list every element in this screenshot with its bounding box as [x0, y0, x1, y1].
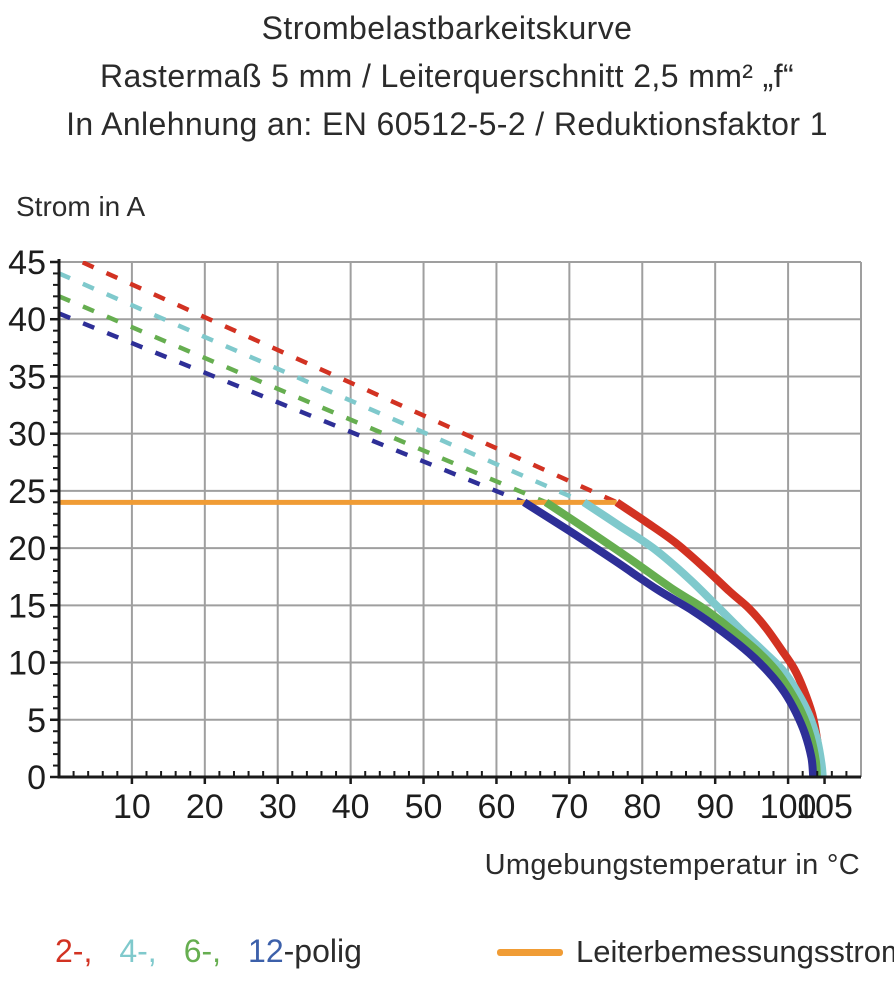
dashed-curve-12-polig — [59, 311, 526, 505]
legend-pole-item: 4-, — [119, 933, 157, 969]
x-tick-label: 70 — [550, 788, 588, 826]
solid-curve-4-polig — [581, 498, 827, 777]
tick-marks — [50, 260, 848, 784]
x-tick-label: 100 — [760, 788, 817, 826]
y-tick-labels: 0 5 10 15 20 25 30 35 40 45 — [8, 244, 46, 797]
y-tick-label: 45 — [8, 244, 46, 282]
x-tick-label: 10 — [113, 788, 151, 826]
x-tick-label: 60 — [478, 788, 516, 826]
legend-pole-item: 6-, — [183, 933, 222, 969]
solid-curve-12-polig — [522, 498, 818, 777]
x-tick-label: 40 — [332, 788, 370, 826]
title-line-3: In Anlehnung an: EN 60512-5-2 / Reduktio… — [66, 106, 828, 142]
legend-pole-counts: 2-, 4-, 6-, 12-polig — [55, 933, 362, 970]
y-tick-label: 5 — [27, 702, 46, 740]
y-tick-label: 30 — [8, 416, 46, 454]
dashed-curve-6-polig — [59, 294, 547, 505]
y-axis-title: Strom in A — [16, 191, 146, 222]
chart-title: Strombelastbarkeitskurve Rastermaß 5 mm … — [0, 4, 894, 148]
rated-current-line-swatch — [497, 948, 563, 956]
solid-curve-6-polig — [543, 498, 821, 777]
x-axis-title: Umgebungstemperatur in °C — [484, 849, 860, 881]
legend-pole-item: 2-, — [55, 933, 93, 969]
x-tick-label: 90 — [696, 788, 734, 826]
y-tick-label: 20 — [8, 530, 46, 568]
y-tick-label: 15 — [8, 587, 46, 625]
y-tick-label: 10 — [8, 645, 46, 683]
rated-current-label: Leiterbemessungsstrom — [576, 934, 894, 969]
x-tick-label: 20 — [186, 788, 224, 826]
title-line-1: Strombelastbarkeitskurve — [261, 10, 633, 46]
x-tick-label: 80 — [623, 788, 661, 826]
x-tick-label: 105 — [796, 788, 853, 826]
curves-group — [59, 261, 827, 777]
axes — [57, 259, 861, 779]
gridlines — [59, 261, 862, 777]
legend-pole-item: -polig — [283, 933, 362, 969]
x-tick-label: 50 — [405, 788, 443, 826]
title-line-2: Rastermaß 5 mm / Leiterquerschnitt 2,5 m… — [99, 58, 795, 94]
y-tick-label: 40 — [8, 301, 46, 339]
y-tick-label: 35 — [8, 358, 46, 396]
y-tick-label: 0 — [27, 759, 46, 797]
legend-pole-item: 12 — [248, 933, 284, 969]
x-tick-label: 30 — [259, 788, 297, 826]
dashed-curve-4-polig — [59, 271, 585, 505]
y-tick-label: 25 — [8, 473, 46, 511]
legend-rated-current: Leiterbemessungsstrom — [497, 930, 894, 974]
